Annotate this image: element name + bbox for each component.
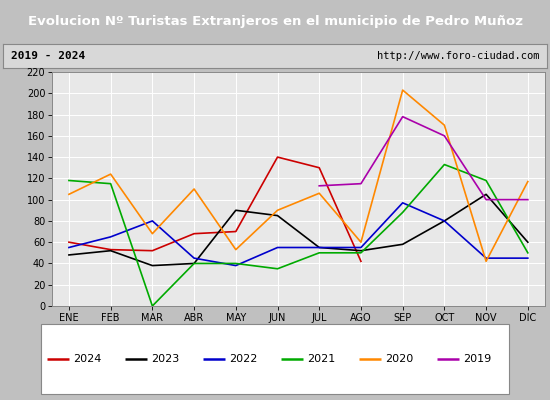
Text: Evolucion Nº Turistas Extranjeros en el municipio de Pedro Muñoz: Evolucion Nº Turistas Extranjeros en el … xyxy=(28,14,522,28)
Text: 2019: 2019 xyxy=(463,354,491,364)
Text: http://www.foro-ciudad.com: http://www.foro-ciudad.com xyxy=(377,51,539,61)
Text: 2021: 2021 xyxy=(307,354,335,364)
Text: 2024: 2024 xyxy=(73,354,102,364)
Text: 2019 - 2024: 2019 - 2024 xyxy=(11,51,85,61)
Text: 2022: 2022 xyxy=(229,354,257,364)
Text: 2020: 2020 xyxy=(385,354,413,364)
Text: 2023: 2023 xyxy=(151,354,179,364)
FancyBboxPatch shape xyxy=(41,324,509,394)
